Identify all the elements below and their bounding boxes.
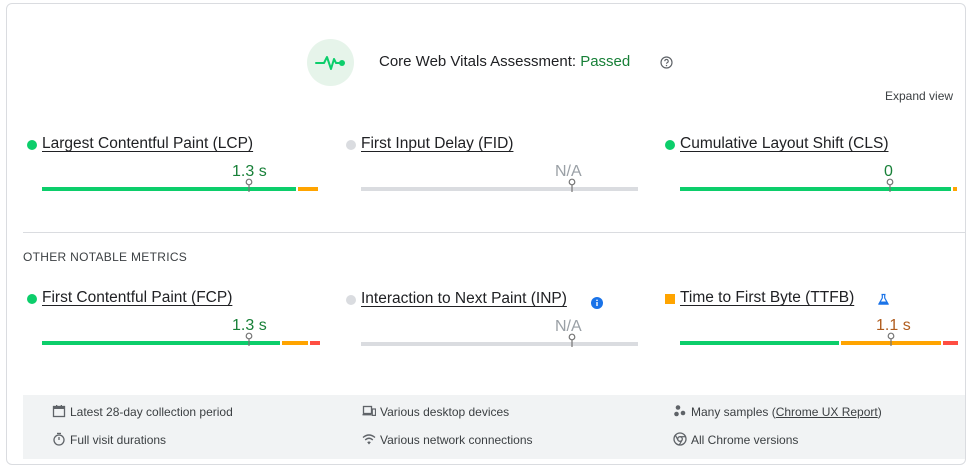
metric-inp-value: N/A — [555, 318, 582, 335]
metric-ttfb-marker — [887, 332, 895, 346]
core-web-vitals-card: Core Web Vitals Assessment: Passed Expan… — [6, 3, 966, 465]
footer-label: Latest 28-day collection period — [70, 405, 233, 419]
metric-fid-marker — [568, 178, 576, 192]
metric-inp: Interaction to Next Paint (INP) N/A — [346, 290, 646, 360]
metric-lcp: Largest Contentful Paint (LCP) 1.3 s — [27, 135, 327, 205]
chrome-ux-report-link[interactable]: Chrome UX Report — [775, 405, 878, 419]
metric-fid-value: N/A — [555, 163, 582, 180]
metric-fcp-link[interactable]: First Contentful Paint (FCP) — [42, 289, 233, 306]
metric-cls-distribution-bar — [680, 187, 957, 191]
calendar-icon — [52, 405, 66, 418]
rating-good-dot — [27, 140, 37, 150]
rating-none-dot — [346, 295, 356, 305]
metric-fid-link[interactable]: First Input Delay (FID) — [361, 135, 514, 152]
rating-needs-improvement-square — [665, 294, 675, 304]
metric-fid-distribution-bar — [361, 187, 638, 191]
metric-fcp: First Contentful Paint (FCP) 1.3 s — [27, 289, 327, 359]
metric-ttfb-distribution-bar — [680, 341, 958, 345]
metric-fcp-marker — [245, 332, 253, 346]
metric-ttfb-value: 1.1 s — [876, 317, 911, 334]
devices-icon — [362, 405, 376, 417]
metric-lcp-distribution-bar — [42, 187, 318, 191]
rating-good-dot — [665, 140, 675, 150]
footer-label: All Chrome versions — [691, 433, 799, 447]
metric-cls-link[interactable]: Cumulative Layout Shift (CLS) — [680, 135, 889, 152]
footer-label: Various desktop devices — [380, 405, 510, 419]
footer-label: Many samples ( — [691, 405, 776, 419]
rating-none-dot — [346, 140, 356, 150]
metric-inp-link[interactable]: Interaction to Next Paint (INP) — [361, 290, 567, 307]
footer-label: Various network connections — [380, 433, 533, 447]
expand-view-button[interactable]: Expand view — [885, 89, 954, 103]
assessment-title: Core Web Vitals Assessment: Passed — [379, 53, 630, 70]
timer-icon — [53, 432, 65, 446]
metric-fcp-distribution-bar — [42, 341, 320, 345]
rating-good-dot — [27, 294, 37, 304]
chrome-icon — [673, 432, 687, 446]
metric-cls-marker — [886, 178, 894, 192]
footer-label-suffix: ) — [877, 405, 882, 419]
help-circle-icon[interactable] — [660, 56, 673, 69]
data-source-footer: Latest 28-day collection period Various … — [23, 395, 965, 459]
metric-inp-distribution-bar — [361, 342, 638, 346]
assessment-title-prefix: Core Web Vitals Assessment: — [379, 53, 581, 70]
info-icon[interactable] — [591, 296, 603, 309]
section-divider — [23, 232, 965, 233]
metric-fid: First Input Delay (FID) N/A — [346, 135, 646, 205]
metric-ttfb: Time to First Byte (TTFB) 1.1 s — [665, 289, 965, 359]
footer-label: Full visit durations — [70, 433, 167, 447]
metric-lcp-value: 1.3 s — [232, 163, 267, 180]
samples-icon — [674, 405, 686, 417]
other-metrics-heading: OTHER NOTABLE METRICS — [23, 250, 188, 264]
pulse-icon — [307, 39, 354, 86]
metric-ttfb-link[interactable]: Time to First Byte (TTFB) — [680, 289, 855, 306]
metric-lcp-link[interactable]: Largest Contentful Paint (LCP) — [42, 135, 254, 152]
flask-icon[interactable] — [877, 293, 890, 306]
metric-inp-marker — [568, 333, 576, 347]
metric-lcp-marker — [245, 178, 253, 192]
metric-cls-value: 0 — [884, 163, 893, 180]
assessment-status: Passed — [580, 53, 631, 70]
metric-cls: Cumulative Layout Shift (CLS) 0 — [665, 135, 965, 205]
metric-fcp-value: 1.3 s — [232, 317, 267, 334]
wifi-icon — [362, 434, 376, 445]
